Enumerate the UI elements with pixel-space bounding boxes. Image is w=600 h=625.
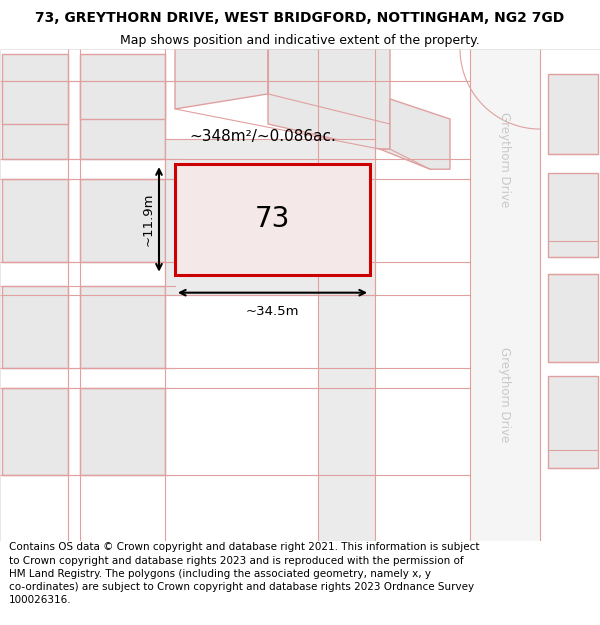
Bar [318, 49, 375, 541]
Text: Greythorn Drive: Greythorn Drive [499, 348, 511, 442]
Text: Contains OS data © Crown copyright and database right 2021. This information is : Contains OS data © Crown copyright and d… [9, 542, 479, 605]
Text: 73: 73 [255, 206, 290, 233]
Bar [165, 139, 375, 294]
Bar [548, 173, 598, 256]
Bar [548, 274, 598, 362]
Polygon shape [175, 49, 268, 109]
Bar [80, 286, 165, 368]
Text: ~348m²/~0.086ac.: ~348m²/~0.086ac. [189, 129, 336, 144]
Bar [2, 179, 68, 261]
Bar [2, 81, 68, 159]
Bar [80, 81, 165, 159]
Bar [2, 54, 68, 124]
Text: ~11.9m: ~11.9m [142, 192, 155, 246]
Bar [80, 179, 165, 261]
Bar [548, 74, 598, 154]
Text: ~34.5m: ~34.5m [246, 305, 299, 318]
Text: Greythorn Drive: Greythorn Drive [499, 111, 511, 207]
Bar [2, 286, 68, 368]
Text: Map shows position and indicative extent of the property.: Map shows position and indicative extent… [120, 34, 480, 47]
Bar [548, 376, 598, 468]
Bar [80, 54, 165, 119]
Bar [175, 164, 370, 274]
Bar [470, 49, 540, 541]
Polygon shape [268, 49, 390, 149]
Bar [80, 388, 165, 476]
Text: 73, GREYTHORN DRIVE, WEST BRIDGFORD, NOTTINGHAM, NG2 7GD: 73, GREYTHORN DRIVE, WEST BRIDGFORD, NOT… [35, 11, 565, 25]
Bar [2, 388, 68, 476]
Polygon shape [380, 99, 450, 169]
